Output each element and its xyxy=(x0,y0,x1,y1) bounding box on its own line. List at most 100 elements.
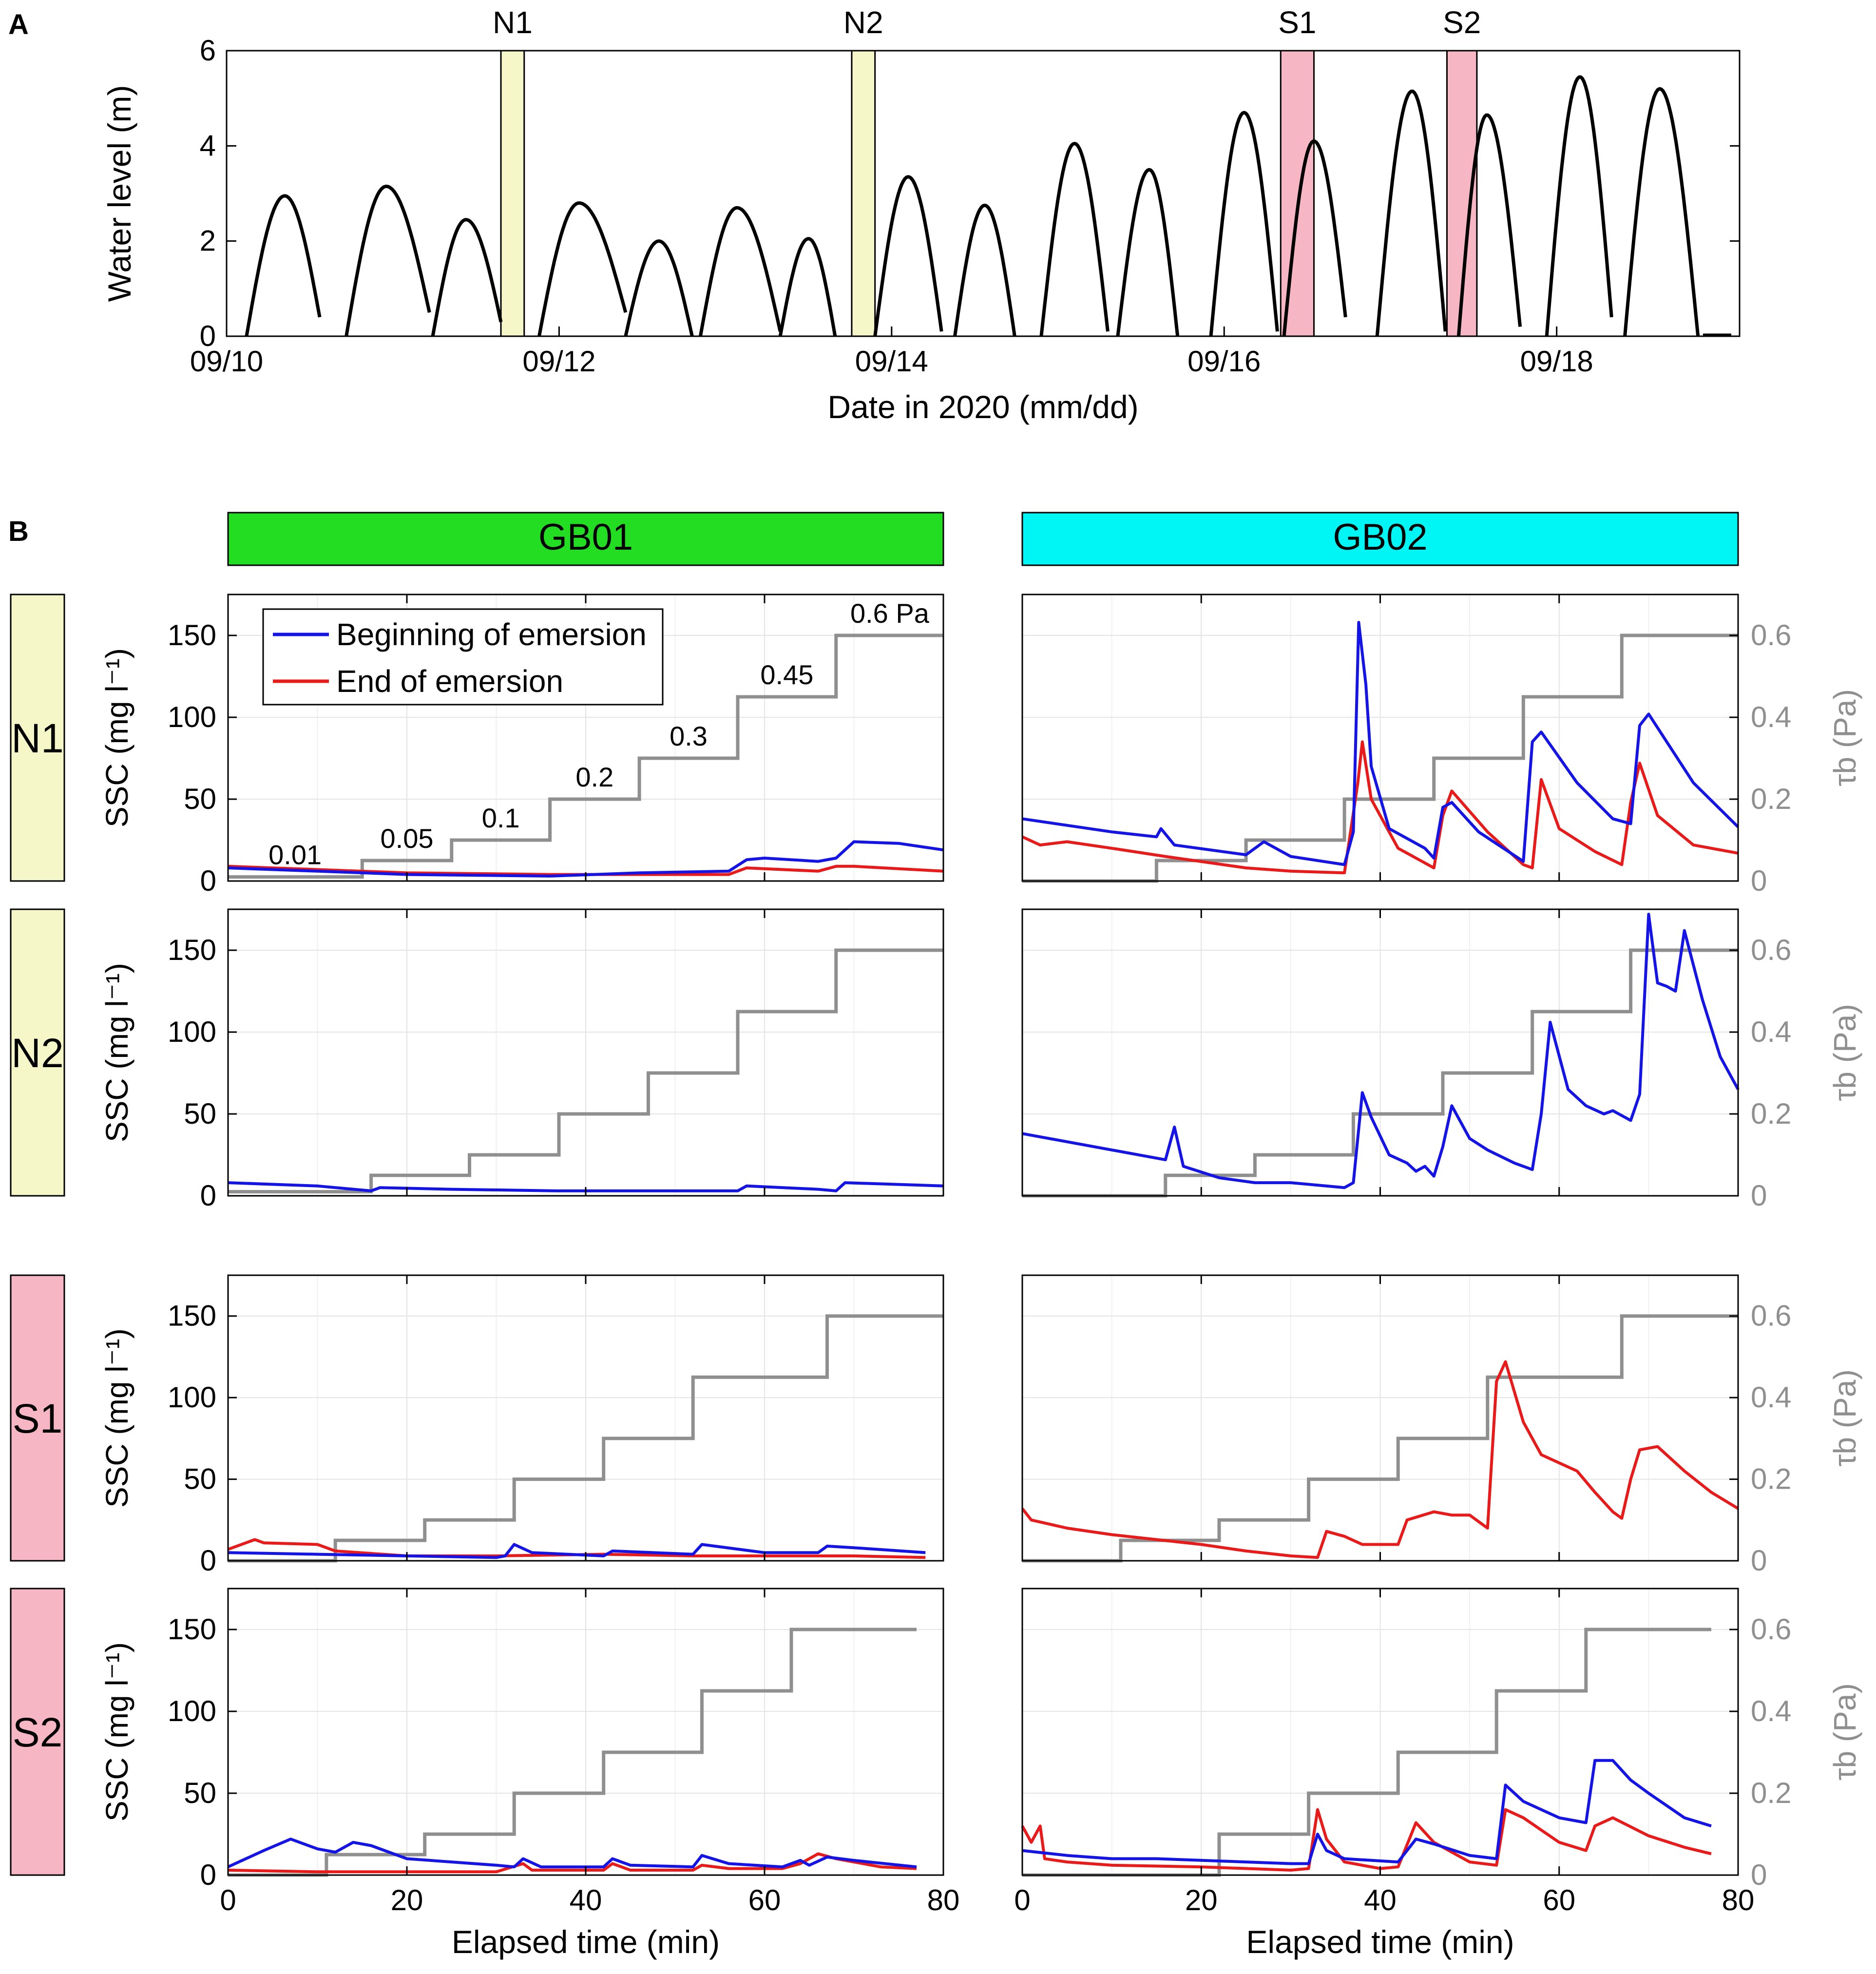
ytick-label: 50 xyxy=(184,1777,216,1809)
ssc-panel-s2-gb01: 0 50 100 150 SSC (mg l⁻¹) 0 20 40 60 80 Elapsed ti… xyxy=(99,1588,960,1960)
stress-step-label: 0.3 xyxy=(670,721,708,751)
bed-shear-stress-line xyxy=(228,633,943,879)
ssc-beginning-line xyxy=(1022,1759,1712,1865)
legend-label-beginning: Beginning of emersion xyxy=(336,617,647,652)
xtick-label: 80 xyxy=(927,1884,960,1917)
bed-shear-stress-line xyxy=(228,1628,917,1877)
row-label-box-n1 xyxy=(10,594,65,882)
water-level-tide-17 xyxy=(1623,87,1700,337)
row-label-n1: N1 xyxy=(11,715,63,761)
xtick-label: 20 xyxy=(1185,1884,1218,1917)
ssc-ylabel: SSC (mg l⁻¹) xyxy=(99,648,134,827)
ytick-label: 50 xyxy=(184,783,216,815)
ytick-label: 50 xyxy=(184,1097,216,1130)
ssc-panel-n2-gb02: 0 0.2 0.4 0.6 τb (Pa) xyxy=(1021,908,1862,1212)
ytick-label: 0 xyxy=(200,1179,216,1212)
water-level-tide-14 xyxy=(1375,89,1447,337)
ssc-end-line xyxy=(1021,1808,1712,1872)
ssc-ylabel: SSC (mg l⁻¹) xyxy=(99,963,134,1142)
row-label-box-s1 xyxy=(10,1274,65,1562)
stress-step-label: 0.45 xyxy=(760,659,813,690)
y2tick-label: 0 xyxy=(1751,864,1767,897)
y2tick-label: 0.6 xyxy=(1751,934,1791,966)
y2tick-label: 0.6 xyxy=(1751,1613,1791,1646)
y2tick-label: 0.4 xyxy=(1751,1016,1791,1048)
water-level-tide-4 xyxy=(537,201,628,337)
xtick-label: 60 xyxy=(1543,1884,1575,1917)
ssc-end-line xyxy=(1021,1360,1739,1559)
stress-ylabel: τb (Pa) xyxy=(1827,1004,1862,1101)
ytick-label: 50 xyxy=(184,1463,216,1495)
column-header-gb01 xyxy=(227,512,944,566)
row-label-s1: S1 xyxy=(13,1396,63,1441)
y2tick-label: 0.6 xyxy=(1751,619,1791,652)
water-level-ytick-label: 2 xyxy=(200,225,216,257)
y2tick-label: 0 xyxy=(1751,1179,1767,1212)
water-level-tide-1 xyxy=(245,194,322,337)
panel-a-letter: A xyxy=(8,9,29,40)
y2tick-label: 0.2 xyxy=(1751,783,1791,815)
water-level-tide-16 xyxy=(1545,75,1613,337)
ytick-label: 100 xyxy=(168,1016,216,1048)
xtick-label: 0 xyxy=(1014,1884,1030,1917)
bed-shear-stress-line xyxy=(1022,948,1738,1198)
xtick-label: 80 xyxy=(1722,1884,1755,1917)
legend-box xyxy=(262,608,664,706)
ssc-xlabel: Elapsed time (min) xyxy=(452,1924,720,1960)
ssc-panel-s2-gb02: 0 0.2 0.4 0.6 τb (Pa) 0 20 40 60 80 Elapsed time (… xyxy=(1014,1588,1862,1960)
ssc-panel-s1-gb01: 0 50 100 150 SSC (mg l⁻¹) xyxy=(99,1274,944,1577)
stress-step-label: 0.2 xyxy=(575,762,613,792)
water-level-tide-11 xyxy=(1116,168,1180,337)
ssc-xlabel: Elapsed time (min) xyxy=(1246,1924,1514,1960)
water-level-tide-12 xyxy=(1209,111,1279,337)
bed-shear-stress-line xyxy=(1022,1314,1738,1563)
xtick-label: 0 xyxy=(220,1884,236,1917)
water-level-xtick-label: 09/12 xyxy=(522,345,595,378)
stress-step-label: 0.05 xyxy=(381,823,434,854)
water-level-ylabel: Water level (m) xyxy=(101,85,137,302)
emersion-window-s1 xyxy=(1280,50,1315,337)
ytick-label: 100 xyxy=(168,701,216,733)
bed-shear-stress-line xyxy=(228,948,943,1194)
row-label-s2: S2 xyxy=(13,1709,63,1755)
ytick-label: 150 xyxy=(168,934,216,966)
ssc-beginning-line xyxy=(227,1838,917,1869)
y2tick-label: 0.2 xyxy=(1751,1777,1791,1809)
y2tick-label: 0.4 xyxy=(1751,1381,1791,1414)
ssc-panel-n1-gb01: 0 50 100 150 SSC (mg l⁻¹) 0.01 0.05 0.1 0.2 0.3 0.… xyxy=(99,594,944,897)
ssc-panel-n2-gb01: 0 50 100 150 SSC (mg l⁻¹) xyxy=(99,908,944,1212)
water-level-xtick-label: 09/18 xyxy=(1520,345,1593,378)
ytick-label: 0 xyxy=(200,1544,216,1577)
water-level-axes-frame xyxy=(226,50,1741,337)
stress-ylabel: τb (Pa) xyxy=(1827,689,1862,786)
water-level-tide-7 xyxy=(778,237,837,337)
ssc-ylabel: SSC (mg l⁻¹) xyxy=(99,1642,134,1821)
ssc-panel-s1-gb02: 0 0.2 0.4 0.6 τb (Pa) xyxy=(1021,1274,1862,1577)
ssc-end-line xyxy=(228,1852,917,1874)
ssc-beginning-line xyxy=(228,1181,944,1192)
window-label-s2: S2 xyxy=(1443,5,1481,40)
y2tick-label: 0.4 xyxy=(1751,1695,1791,1727)
water-level-tide-10 xyxy=(1039,142,1110,337)
window-label-n2: N2 xyxy=(843,5,883,40)
stress-step-label: 0.6 Pa xyxy=(850,598,930,629)
xtick-label: 60 xyxy=(748,1884,781,1917)
column-header-gb02 xyxy=(1021,512,1739,566)
bed-shear-stress-line xyxy=(228,1314,943,1563)
y2tick-label: 0.2 xyxy=(1751,1097,1791,1130)
water-level-tide-5 xyxy=(624,239,694,337)
water-level-ytick-label: 6 xyxy=(200,34,216,67)
water-level-tide-2 xyxy=(345,184,431,337)
column-header-label-gb02: GB02 xyxy=(1333,517,1427,558)
emersion-window-n2 xyxy=(851,50,876,337)
row-label-n2: N2 xyxy=(11,1030,63,1076)
y2tick-label: 0.2 xyxy=(1751,1463,1791,1495)
xtick-label: 40 xyxy=(570,1884,602,1917)
y2tick-label: 0 xyxy=(1751,1544,1767,1577)
ssc-panel-n1-gb02: 0 0.2 0.4 0.6 τb (Pa) xyxy=(1021,594,1862,897)
stress-step-label: 0.1 xyxy=(482,803,520,833)
ssc-ylabel: SSC (mg l⁻¹) xyxy=(99,1328,134,1508)
ssc-beginning-line xyxy=(1022,913,1740,1189)
y2tick-label: 0 xyxy=(1751,1859,1767,1891)
